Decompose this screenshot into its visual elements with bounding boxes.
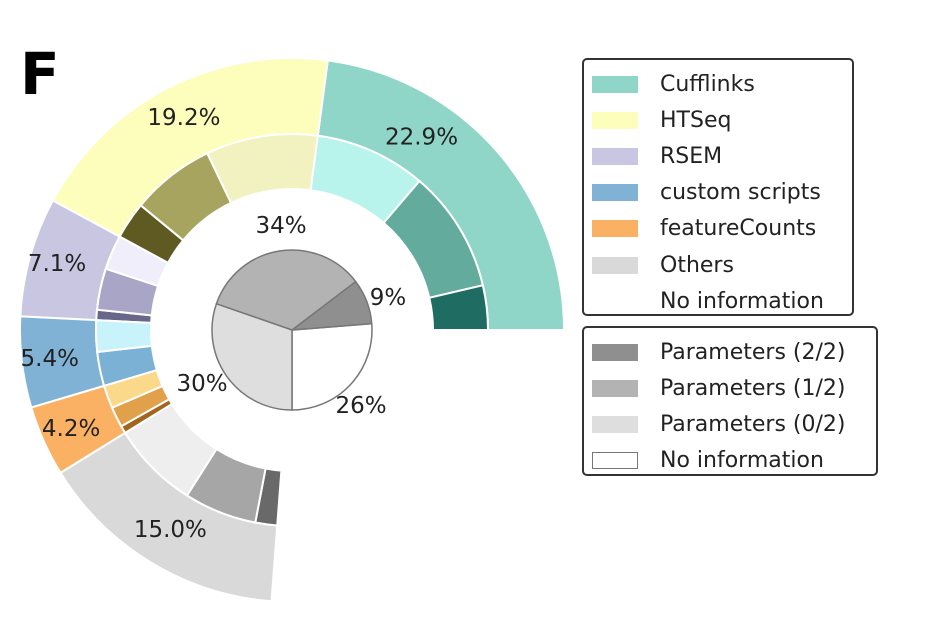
param-legend-item-parameters-1-2: Parameters (1/2) [592,370,868,406]
param-legend-swatch [592,343,638,361]
tool-legend-label: No information [660,288,824,314]
param-legend-swatch [592,379,638,397]
inner-ring [95,133,490,527]
tool-legend-item-cufflinks: Cufflinks [592,66,844,102]
panel-letter: F [20,40,60,108]
tool-legend: Cufflinks HTSeq RSEM custom scripts featureC… [582,58,854,316]
outer-label-cufflinks: 22.9% [385,125,458,151]
param-legend-label: No information [660,448,824,474]
outer-label-others: 15.0% [134,517,207,543]
pie-slice-parameters-1-2 [215,249,357,331]
outer-label-rsem: 7.1% [28,251,86,277]
outer-ring [19,57,566,603]
outer-label-featurecounts: 4.2% [42,416,100,442]
tool-legend-swatch [592,184,638,202]
tool-legend-label: custom scripts [660,180,821,206]
param-legend-swatch [592,452,638,470]
pie-slice-parameters-0-2 [211,302,293,411]
param-legend-item-parameters-0-2: Parameters (0/2) [592,406,868,442]
tool-legend-label: HTSeq [660,107,732,133]
tool-legend-label: RSEM [660,143,723,169]
tool-legend-swatch [592,75,638,93]
param-legend-swatch [592,415,638,433]
tool-legend-item-no-information: No information [592,283,844,319]
tool-legend-label: Cufflinks [660,71,755,97]
outer-label-custom-scripts: 5.4% [21,346,79,372]
tool-legend-item-custom-scripts: custom scripts [592,175,844,211]
tool-legend-swatch [592,220,638,238]
outer-ring-labels: 22.9% 19.2% 7.1% 5.4% 4.2% 15.0% [21,105,459,543]
inner-wedge-cufflinks-parameters-2-2 [428,284,490,331]
outer-label-htseq: 19.2% [147,105,220,131]
pie-slice-no-information [291,322,373,411]
tool-legend-swatch [592,111,638,129]
tool-legend-item-others: Others [592,247,844,283]
center-pie-labels: 26% 9% 34% 30% [176,213,406,419]
inner-wedge-htseq-parameters-0-2 [205,133,319,205]
inner-wedge-others-parameters-0-2 [123,402,218,497]
tool-legend-swatch [592,256,638,274]
tool-legend-item-htseq: HTSeq [592,102,844,138]
param-legend-label: Parameters (0/2) [660,411,846,437]
tool-legend-item-rsem: RSEM [592,138,844,174]
param-legend-item-no-information: No information [592,443,868,479]
pie-label-parameters-0-2: 30% [176,371,227,397]
inner-wedge-custom-scripts-no-information [95,319,153,354]
center-pie [211,249,373,411]
pie-label-no-information: 26% [335,393,386,419]
tool-legend-swatch [592,147,638,165]
param-legend-label: Parameters (1/2) [660,375,846,401]
parameter-legend: Parameters (2/2) Parameters (1/2) Paramete… [582,326,878,476]
tool-legend-label: featureCounts [660,216,817,242]
param-legend-item-parameters-2-2: Parameters (2/2) [592,334,868,370]
tool-legend-label: Others [660,252,734,278]
inner-wedge-featurecounts-parameters-0-2 [102,368,164,410]
inner-wedge-rsem-no-information [104,235,170,288]
pie-label-parameters-1-2: 34% [255,213,306,239]
pie-label-parameters-2-2: 9% [370,285,407,311]
param-legend-label: Parameters (2/2) [660,339,846,365]
tool-legend-swatch [592,292,638,310]
tool-legend-item-featurecounts: featureCounts [592,211,844,247]
